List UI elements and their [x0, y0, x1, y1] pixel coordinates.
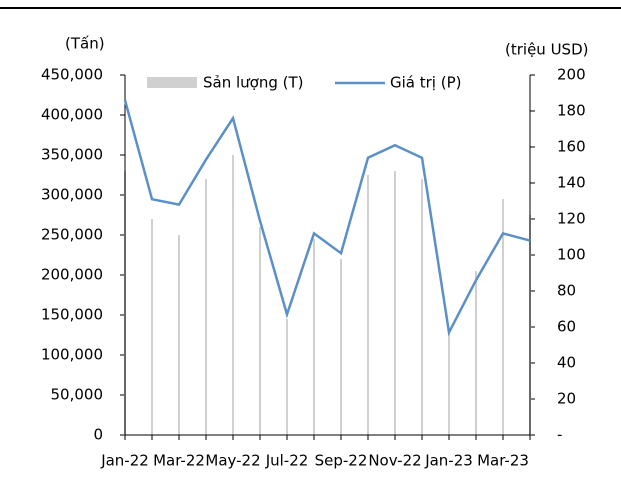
- bar: [286, 319, 288, 435]
- value-line: [123, 99, 531, 337]
- y2-tick-label: 180: [557, 102, 586, 120]
- bar: [475, 271, 477, 435]
- y-tick-label: 350,000: [41, 146, 103, 164]
- x-tick-label: Jul-22: [265, 452, 309, 470]
- bar: [421, 179, 423, 435]
- bar: [205, 179, 207, 435]
- y2-tick-label: 20: [557, 390, 576, 408]
- x-tick-label: May-22: [205, 452, 260, 470]
- bar: [394, 171, 396, 435]
- y2-tick-label: 140: [557, 174, 586, 192]
- y2-tick-label: 120: [557, 210, 586, 228]
- bar: [178, 235, 180, 435]
- y-tick-label: 300,000: [41, 186, 103, 204]
- x-tick-label: Jan-22: [100, 452, 149, 470]
- y-axis-title: (Tấn): [65, 35, 105, 53]
- bar: [367, 175, 369, 435]
- y2-tick-label: -: [557, 426, 562, 444]
- bar: [448, 331, 450, 435]
- legend-swatch: [147, 77, 197, 88]
- y-tick-label: 0: [93, 426, 103, 444]
- legend-label: Giá trị (P): [390, 74, 461, 92]
- y2-tick-label: 40: [557, 354, 576, 372]
- x-tick-label: Mar-22: [153, 452, 205, 470]
- legend-label: Sản lượng (T): [203, 74, 304, 92]
- y2-tick-label: 100: [557, 246, 586, 264]
- y-tick-label: 200,000: [41, 266, 103, 284]
- bar: [340, 259, 342, 435]
- bar: [232, 155, 234, 435]
- y-tick-label: 250,000: [41, 226, 103, 244]
- y-tick-label: 50,000: [51, 386, 104, 404]
- y2-axis-title: (triệu USD): [505, 41, 588, 59]
- y2-tick-label: 200: [557, 66, 586, 84]
- y2-tick-label: 60: [557, 318, 576, 336]
- y-tick-label: 150,000: [41, 306, 103, 324]
- y-tick-label: 450,000: [41, 66, 103, 84]
- bar: [151, 219, 153, 435]
- x-tick-label: Jan-23: [424, 452, 473, 470]
- x-tick-label: Sep-22: [315, 452, 368, 470]
- x-tick-label: Nov-22: [368, 452, 421, 470]
- y2-tick-label: 160: [557, 138, 586, 156]
- bar: [259, 227, 261, 435]
- bar: [313, 239, 315, 435]
- y2-tick-label: 80: [557, 282, 576, 300]
- y-tick-label: 100,000: [41, 346, 103, 364]
- bar: [502, 199, 504, 435]
- y-tick-label: 400,000: [41, 106, 103, 124]
- x-tick-label: Mar-23: [477, 452, 529, 470]
